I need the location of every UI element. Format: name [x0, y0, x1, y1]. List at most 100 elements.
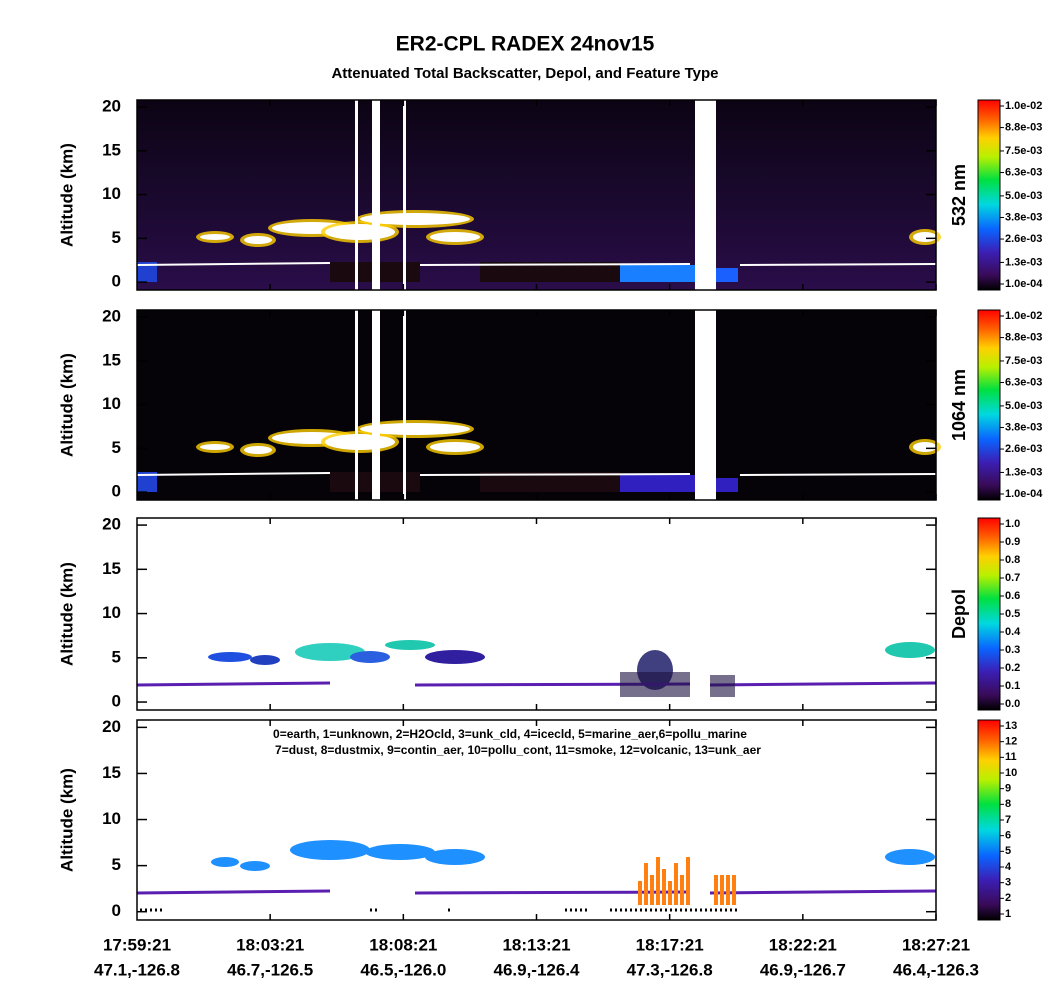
colorbar-label: 0.0 [1005, 698, 1020, 710]
y-tick-label: 20 [102, 96, 121, 115]
colorbar [977, 309, 1001, 501]
cloud [200, 444, 230, 450]
feature-bar [680, 875, 684, 905]
y-tick-label: 10 [102, 603, 121, 622]
colorbar-label: 13 [1005, 720, 1017, 732]
legend-note: 0=earth, 1=unknown, 2=H2Ocld, 3=unk_cld,… [273, 727, 747, 741]
cloud [913, 232, 937, 242]
ground-layer [716, 268, 738, 282]
x-coord-label: 46.4,-126.3 [893, 960, 979, 979]
colorbar-label: 8 [1005, 798, 1011, 810]
y-tick-label: 0 [112, 482, 121, 501]
cloud [913, 442, 937, 452]
colorbar-label: 5.0e-03 [1005, 400, 1042, 412]
y-tick-label: 5 [112, 228, 121, 247]
colorbar-label: 1.0e-02 [1005, 100, 1042, 112]
dark-band [480, 262, 620, 282]
data-gap [403, 310, 406, 500]
colorbar-label: 1.0e-04 [1005, 278, 1043, 290]
colorbar [977, 517, 1001, 711]
x-tick-label: 18:27:21 [902, 935, 970, 954]
surface-line [136, 262, 937, 266]
background [137, 100, 936, 290]
colorbar-label: 6.3e-03 [1005, 376, 1042, 388]
feature-bar [686, 857, 690, 905]
feature-bar [732, 875, 736, 905]
noise [620, 672, 690, 697]
colorbar-label: 0.2 [1005, 662, 1020, 674]
feature-bar [714, 875, 718, 905]
x-coord-label: 46.9,-126.4 [493, 960, 580, 979]
y-tick-label: 15 [102, 350, 121, 369]
y-tick-label: 0 [112, 901, 121, 920]
feature-bar [668, 881, 672, 905]
y-tick-label: 15 [102, 763, 121, 782]
feature [240, 861, 270, 871]
colorbar-label: 3 [1005, 877, 1011, 889]
curtain-image [136, 640, 937, 697]
data-gap [695, 100, 716, 290]
colorbar-label: 1.0 [1005, 518, 1020, 530]
ground-layer [620, 265, 695, 282]
data-gap [355, 100, 358, 290]
colorbar-label: 7.5e-03 [1005, 145, 1042, 157]
x-tick-label: 18:22:21 [769, 935, 837, 954]
colorbar-label: 0.4 [1005, 626, 1021, 638]
colorbar-label: 12 [1005, 736, 1017, 748]
colorbar-label: 0.1 [1005, 680, 1020, 692]
y-axis-label: Altitude (km) [57, 562, 76, 666]
feature [425, 650, 485, 664]
cloud [360, 423, 470, 435]
y-tick-label: 15 [102, 559, 121, 578]
feature [295, 643, 365, 661]
x-coord-label: 46.9,-126.7 [760, 960, 846, 979]
feature [350, 651, 390, 663]
title: ER2-CPL RADEX 24nov15 [396, 33, 655, 56]
y-tick-label: 15 [102, 140, 121, 159]
colorbar-label: 11 [1005, 751, 1017, 763]
colorbar-label: 10 [1005, 767, 1017, 779]
ground-layer [716, 478, 738, 492]
x-tick-label: 18:13:21 [502, 935, 570, 954]
data-gap [355, 310, 358, 500]
surface-line [136, 681, 937, 687]
feature-bar [650, 875, 654, 905]
feature-bar [638, 881, 642, 905]
y-tick-label: 5 [112, 438, 121, 457]
y-tick-label: 10 [102, 394, 121, 413]
colorbar-label: 7 [1005, 814, 1011, 826]
colorbar [977, 719, 1001, 921]
cloud [200, 234, 230, 240]
colorbar-label: 6.3e-03 [1005, 166, 1042, 178]
colorbar-title: Depol [949, 589, 969, 639]
dark-band [480, 472, 620, 492]
cloud [430, 232, 480, 242]
legend-note: 7=dust, 8=dustmix, 9=contin_aer, 10=poll… [275, 743, 761, 757]
cloud [244, 236, 272, 244]
x-coord-label: 46.7,-126.5 [227, 960, 313, 979]
y-tick-label: 20 [102, 717, 121, 736]
y-axis-label: Altitude (km) [57, 143, 76, 247]
curtain-image [136, 100, 941, 290]
cloud [360, 213, 470, 225]
feature [208, 652, 252, 662]
surface-line [136, 889, 937, 895]
colorbar-label: 0.5 [1005, 608, 1020, 620]
colorbar-label: 4 [1005, 861, 1012, 873]
colorbar-label: 0.8 [1005, 554, 1020, 566]
feature-bar [662, 869, 666, 905]
curtain-image [136, 310, 941, 500]
colorbar-label: 0.3 [1005, 644, 1020, 656]
data-gap [372, 100, 380, 290]
y-tick-label: 10 [102, 809, 121, 828]
cloud [430, 442, 480, 452]
feature [885, 642, 935, 658]
y-tick-label: 20 [102, 306, 121, 325]
background [137, 310, 936, 500]
colorbar-label: 0.6 [1005, 590, 1020, 602]
colorbar-label: 2.6e-03 [1005, 443, 1042, 455]
x-tick-label: 18:17:21 [636, 935, 704, 954]
data-gap [403, 100, 406, 290]
colorbar-label: 5 [1005, 845, 1011, 857]
